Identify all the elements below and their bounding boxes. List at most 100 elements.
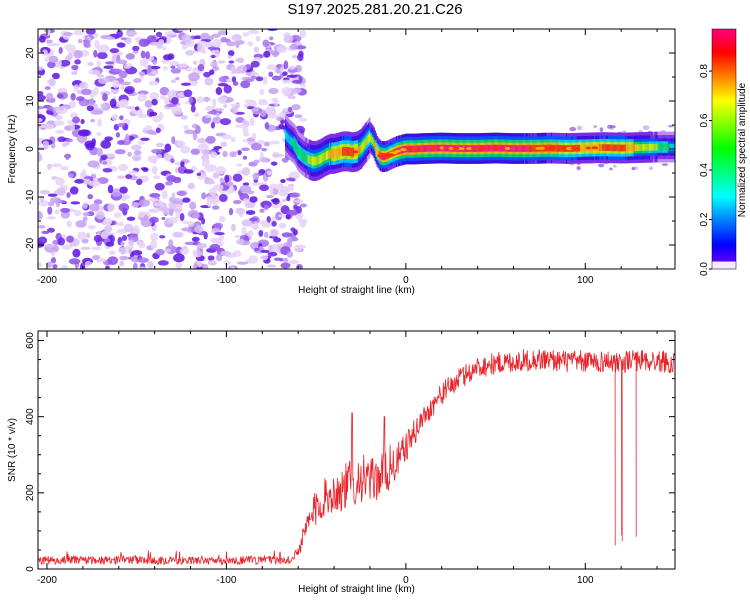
colorbar-segment [712,67,736,70]
colorbar-segment [712,181,736,184]
colorbar-segment [712,205,736,208]
colorbar-segment [712,43,736,46]
colorbar-segment [712,233,736,236]
colorbar-segment [712,109,736,112]
colorbar-segment [712,53,736,56]
colorbar-segment [712,227,736,230]
colorbar-tick-label: 0.8 [699,64,710,78]
colorbar-segment [712,263,736,266]
colorbar-segment [712,185,736,188]
colorbar-segment [712,57,736,60]
colorbar-segment [712,95,736,98]
spectrogram-plot-area [38,29,675,269]
colorbar-segment [712,85,736,88]
colorbar-segment [712,39,736,42]
snr-y-tick-label: 0 [25,566,36,572]
colorbar-segment [712,235,736,238]
colorbar-segment [712,117,736,120]
colorbar-segment [712,261,736,264]
snr-axes: -200 -100 0 100 0 200 400 600 [25,330,676,586]
spectrogram-x-tick-label: -100 [216,275,236,286]
colorbar-segment [712,187,736,190]
colorbar: 0.0 0.2 0.4 0.6 0.8 [699,28,737,276]
spectrogram-x-axis-label: Height of straight line (km) [298,285,415,296]
colorbar-segment [712,135,736,138]
colorbar-segment [712,71,736,74]
colorbar-segment [712,225,736,228]
colorbar-segment [712,61,736,64]
colorbar-segment [712,107,736,110]
spectrogram-y-axis-label: Frequency (Hz) [7,115,18,184]
colorbar-segment [712,147,736,150]
colorbar-segment [712,207,736,210]
colorbar-segment [712,155,736,158]
colorbar-segment [712,191,736,194]
colorbar-segment [712,209,736,212]
colorbar-segment [712,173,736,176]
colorbar-segment [712,243,736,246]
colorbar-segment [712,103,736,106]
snr-x-tick-label: 100 [577,575,594,586]
colorbar-segment [712,255,736,258]
colorbar-segment [712,73,736,76]
colorbar-tick-label: 0.4 [699,163,710,177]
colorbar-segment [712,189,736,192]
snr-x-axis-label: Height of straight line (km) [298,584,415,595]
colorbar-segment [712,113,736,116]
colorbar-tick-label: 0.0 [699,262,710,276]
colorbar-segment [712,221,736,224]
colorbar-segment [712,131,736,134]
colorbar-segment [712,133,736,136]
colorbar-segment [712,217,736,220]
colorbar-segment [712,247,736,250]
colorbar-segment [712,115,736,118]
colorbar-segment [712,101,736,104]
snr-x-tick-label: -100 [216,575,236,586]
colorbar-segment [712,159,736,162]
colorbar-segment [712,49,736,52]
spectrogram-x-tick-label: 100 [577,275,594,286]
colorbar-segment [712,127,736,130]
colorbar-segment [712,105,736,108]
colorbar-segment [712,123,736,126]
colorbar-segment [712,83,736,86]
colorbar-segment [712,197,736,200]
colorbar-segment [712,211,736,214]
colorbar-segment [712,65,736,68]
colorbar-segment [712,97,736,100]
colorbar-segment [712,29,736,32]
colorbar-segment [712,45,736,48]
colorbar-segment [712,201,736,204]
colorbar-segment [712,169,736,172]
page-title: S197.2025.281.20.21.C26 [287,1,463,18]
colorbar-segment [712,31,736,34]
colorbar-segment [712,267,736,270]
colorbar-segment [712,171,736,174]
colorbar-segment [712,143,736,146]
spectrogram-noise-region [38,29,308,269]
snr-plot-area [38,349,675,566]
snr-y-tick-label: 200 [25,484,36,501]
spectrogram-y-tick-label: 0 [25,146,36,152]
colorbar-segment [712,91,736,94]
colorbar-segment [712,249,736,252]
spectrogram-x-tick-label: -200 [37,275,57,286]
colorbar-segment [712,183,736,186]
snr-y-tick-label: 400 [25,408,36,425]
colorbar-segment [712,223,736,226]
colorbar-segment [712,199,736,202]
colorbar-segment [712,121,736,124]
colorbar-segment [712,167,736,170]
colorbar-segment [712,55,736,58]
colorbar-segment [712,157,736,160]
colorbar-segment [712,119,736,122]
colorbar-frame [711,28,737,270]
colorbar-segment [712,237,736,240]
colorbar-segment [712,241,736,244]
colorbar-segment [712,253,736,256]
colorbar-segment [712,251,736,254]
colorbar-segment [712,51,736,54]
colorbar-segment [712,175,736,178]
